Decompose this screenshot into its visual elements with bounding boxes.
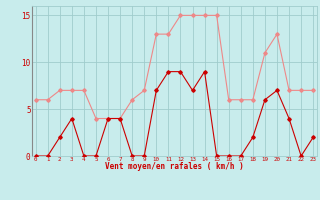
X-axis label: Vent moyen/en rafales ( km/h ): Vent moyen/en rafales ( km/h ) [105, 162, 244, 171]
